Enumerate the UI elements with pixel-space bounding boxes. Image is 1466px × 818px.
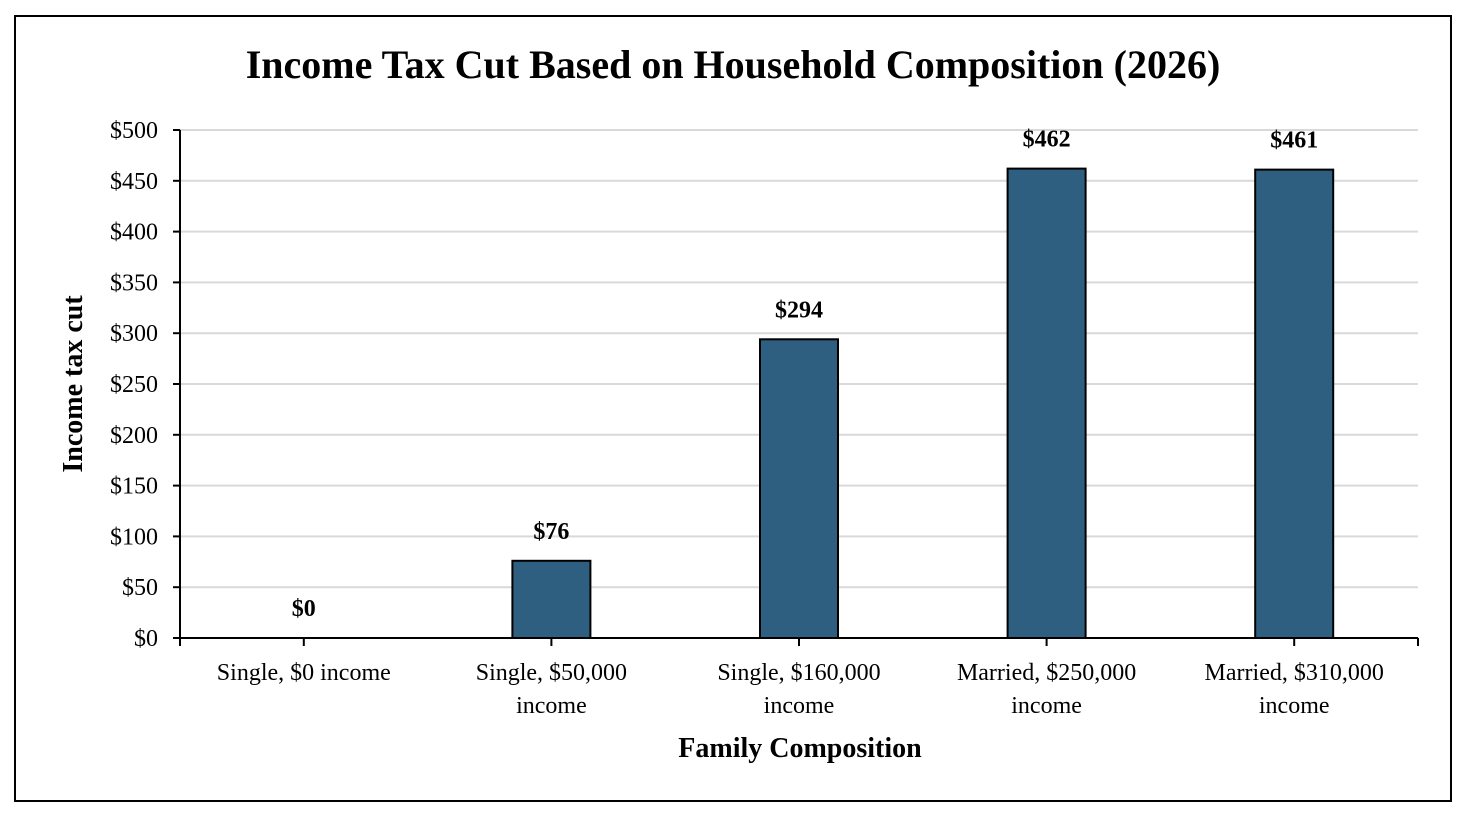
data-label: $462 <box>1023 127 1071 153</box>
y-tick-label: $50 <box>122 575 158 601</box>
bar <box>1006 167 1087 639</box>
y-tick-label: $450 <box>110 169 158 195</box>
chart-title: Income Tax Cut Based on Household Compos… <box>246 42 1221 87</box>
x-axis-title: Family Composition <box>678 733 922 764</box>
y-tick-label: $500 <box>110 118 158 144</box>
x-category-label: Single, $160,000 income <box>717 660 880 719</box>
gridlines <box>180 129 1418 589</box>
y-axis-ticks: $0 $50 $100 $150 $200 $250 $300 $350 $400 $450 $50… <box>110 118 180 652</box>
data-labels: $0 $76 $294 $462 $461 <box>292 127 1318 622</box>
data-label: $76 <box>533 519 569 545</box>
y-tick-label: $0 <box>134 626 158 652</box>
y-tick-label: $100 <box>110 524 158 550</box>
data-label: $0 <box>292 596 316 622</box>
bars <box>511 167 1335 639</box>
y-axis-title: Income tax cut <box>58 295 89 473</box>
chart-frame <box>14 15 1452 802</box>
y-tick-label: $250 <box>110 372 158 398</box>
data-label: $461 <box>1270 128 1318 154</box>
x-category-label: Married, $310,000 income <box>1205 660 1384 719</box>
y-tick-label: $350 <box>110 270 158 296</box>
x-category-label: Married, $250,000 income <box>957 660 1136 719</box>
x-axis-categories: Single, $0 income Single, $50,000 income Si… <box>217 660 1384 719</box>
bar <box>1254 168 1335 639</box>
x-category-label: Single, $50,000 income <box>476 660 627 719</box>
bar <box>511 559 592 639</box>
y-tick-label: $200 <box>110 423 158 449</box>
y-tick-label: $400 <box>110 220 158 246</box>
axes <box>179 130 1419 646</box>
y-tick-label: $300 <box>110 321 158 347</box>
bar <box>759 338 839 639</box>
x-category-label: Single, $0 income <box>217 660 391 686</box>
data-label: $294 <box>775 297 823 323</box>
y-tick-label: $150 <box>110 474 158 500</box>
